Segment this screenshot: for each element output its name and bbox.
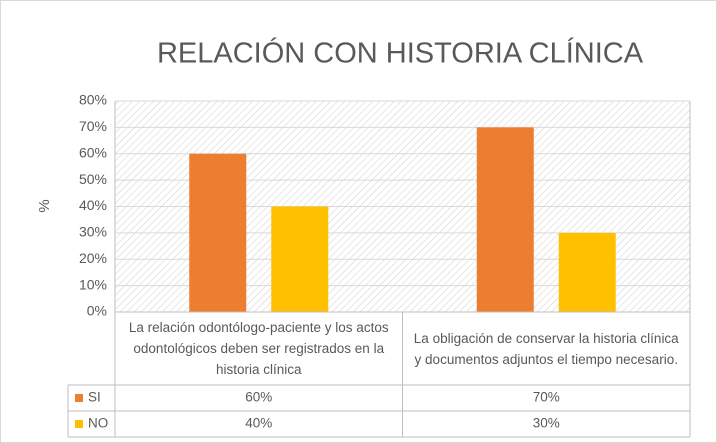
y-tick-label: 50%: [79, 171, 107, 187]
x-tick-label: La obligación de conservar la historia c…: [413, 330, 679, 367]
bar: [189, 153, 247, 312]
bar: [271, 206, 329, 312]
table-value: 70%: [533, 390, 560, 405]
legend-swatch: [75, 394, 83, 402]
table-value: 40%: [245, 416, 272, 431]
table-value: 60%: [245, 390, 272, 405]
y-tick-label: 80%: [79, 92, 107, 108]
y-tick-label: 30%: [79, 224, 107, 240]
y-tick-label: 40%: [79, 197, 107, 213]
table-value: 30%: [533, 416, 560, 431]
y-tick-label: 10%: [79, 276, 107, 292]
bar: [476, 127, 534, 312]
y-axis-label: %: [36, 199, 53, 212]
y-tick-label: 0%: [87, 303, 107, 319]
y-tick-label: 70%: [79, 118, 107, 134]
y-tick-label: 60%: [79, 144, 107, 160]
chart-title: RELACIÓN CON HISTORIA CLÍNICA: [157, 37, 644, 70]
legend-label: SI: [88, 390, 101, 405]
x-tick-label: La relación odontólogo-paciente y los ac…: [128, 320, 389, 377]
bar: [558, 232, 616, 312]
legend-swatch: [75, 420, 83, 428]
legend-label: NO: [88, 416, 108, 431]
y-tick-label: 20%: [79, 250, 107, 266]
